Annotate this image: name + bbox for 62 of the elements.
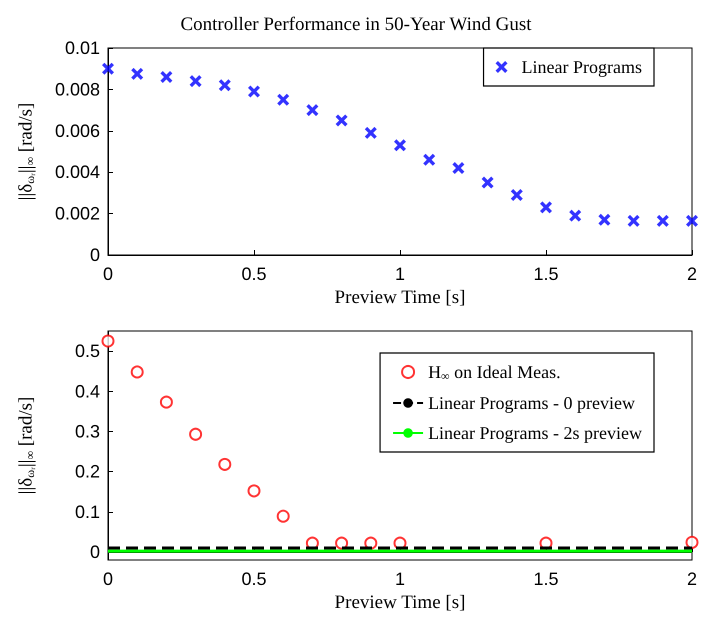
x-axis-title: Preview Time [s]	[334, 286, 466, 308]
point	[364, 126, 377, 139]
y-tick-label: 0	[90, 542, 100, 562]
x-tick-label: 2	[686, 569, 698, 589]
point	[336, 114, 348, 126]
point	[423, 154, 436, 166]
point	[130, 365, 144, 378]
point	[131, 68, 144, 80]
point	[277, 94, 290, 106]
x-tick-label: 2	[686, 264, 698, 284]
point	[686, 214, 698, 227]
y-tick-label: 0	[90, 245, 100, 265]
point	[102, 62, 114, 75]
point	[656, 214, 669, 227]
y-tick-label: 0.008	[54, 79, 100, 100]
chart-title: Controller Performance in 50-Year Wind Gust	[180, 14, 532, 35]
x-tick-label: 1.5	[533, 569, 559, 589]
point	[218, 79, 231, 92]
y-tick-label: 0.002	[54, 204, 100, 224]
y-tick-label: 0.01	[64, 38, 100, 58]
point	[306, 104, 318, 116]
y-axis-title: ||δωᵣ||∞ [rad/s]	[16, 102, 37, 200]
legend-label: H∞ on Ideal Meas.	[428, 362, 561, 383]
point	[598, 214, 610, 226]
y-tick-label: 0.4	[74, 381, 100, 402]
point	[160, 396, 173, 409]
y-tick-label: 0.1	[74, 502, 100, 522]
point	[686, 536, 698, 549]
point	[248, 484, 260, 498]
point	[190, 75, 202, 88]
y-tick-label: 0.2	[74, 462, 100, 482]
legend-label: Linear Programs	[522, 57, 642, 77]
point	[482, 176, 494, 189]
legend-label: Linear Programs - 2s preview	[428, 423, 642, 443]
point	[248, 85, 260, 98]
y-tick-label: 0.5	[74, 341, 100, 362]
point	[394, 139, 406, 152]
legend-label: Linear Programs - 0 preview	[428, 393, 636, 413]
point	[540, 201, 552, 214]
y-tick-label: 0.004	[54, 162, 100, 182]
x-tick-label: 0	[102, 264, 114, 284]
x-tick-label: 1	[394, 264, 406, 284]
point	[102, 334, 114, 348]
point	[364, 536, 378, 550]
point	[569, 210, 582, 222]
x-tick-label: 1.5	[533, 264, 559, 284]
point	[218, 458, 232, 471]
point	[628, 214, 640, 227]
y-axis-title: ||δωᵣ||∞ [rad/s]	[16, 396, 37, 494]
y-tick-label: 0.006	[54, 120, 100, 141]
point	[335, 536, 348, 550]
point	[189, 428, 202, 441]
point	[452, 162, 464, 174]
point	[160, 70, 172, 83]
point	[510, 188, 523, 201]
x-tick-label: 1	[394, 569, 406, 589]
point	[276, 510, 290, 523]
x-tick-label: 0	[102, 569, 114, 589]
y-tick-label: 0.3	[74, 421, 100, 442]
x-tick-label: 0.5	[241, 264, 267, 284]
x-tick-label: 0.5	[241, 569, 267, 589]
x-axis-title: Preview Time [s]	[334, 592, 466, 613]
